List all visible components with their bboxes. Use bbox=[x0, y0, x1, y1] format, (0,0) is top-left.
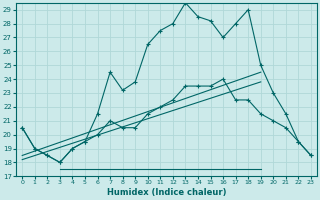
X-axis label: Humidex (Indice chaleur): Humidex (Indice chaleur) bbox=[107, 188, 226, 197]
